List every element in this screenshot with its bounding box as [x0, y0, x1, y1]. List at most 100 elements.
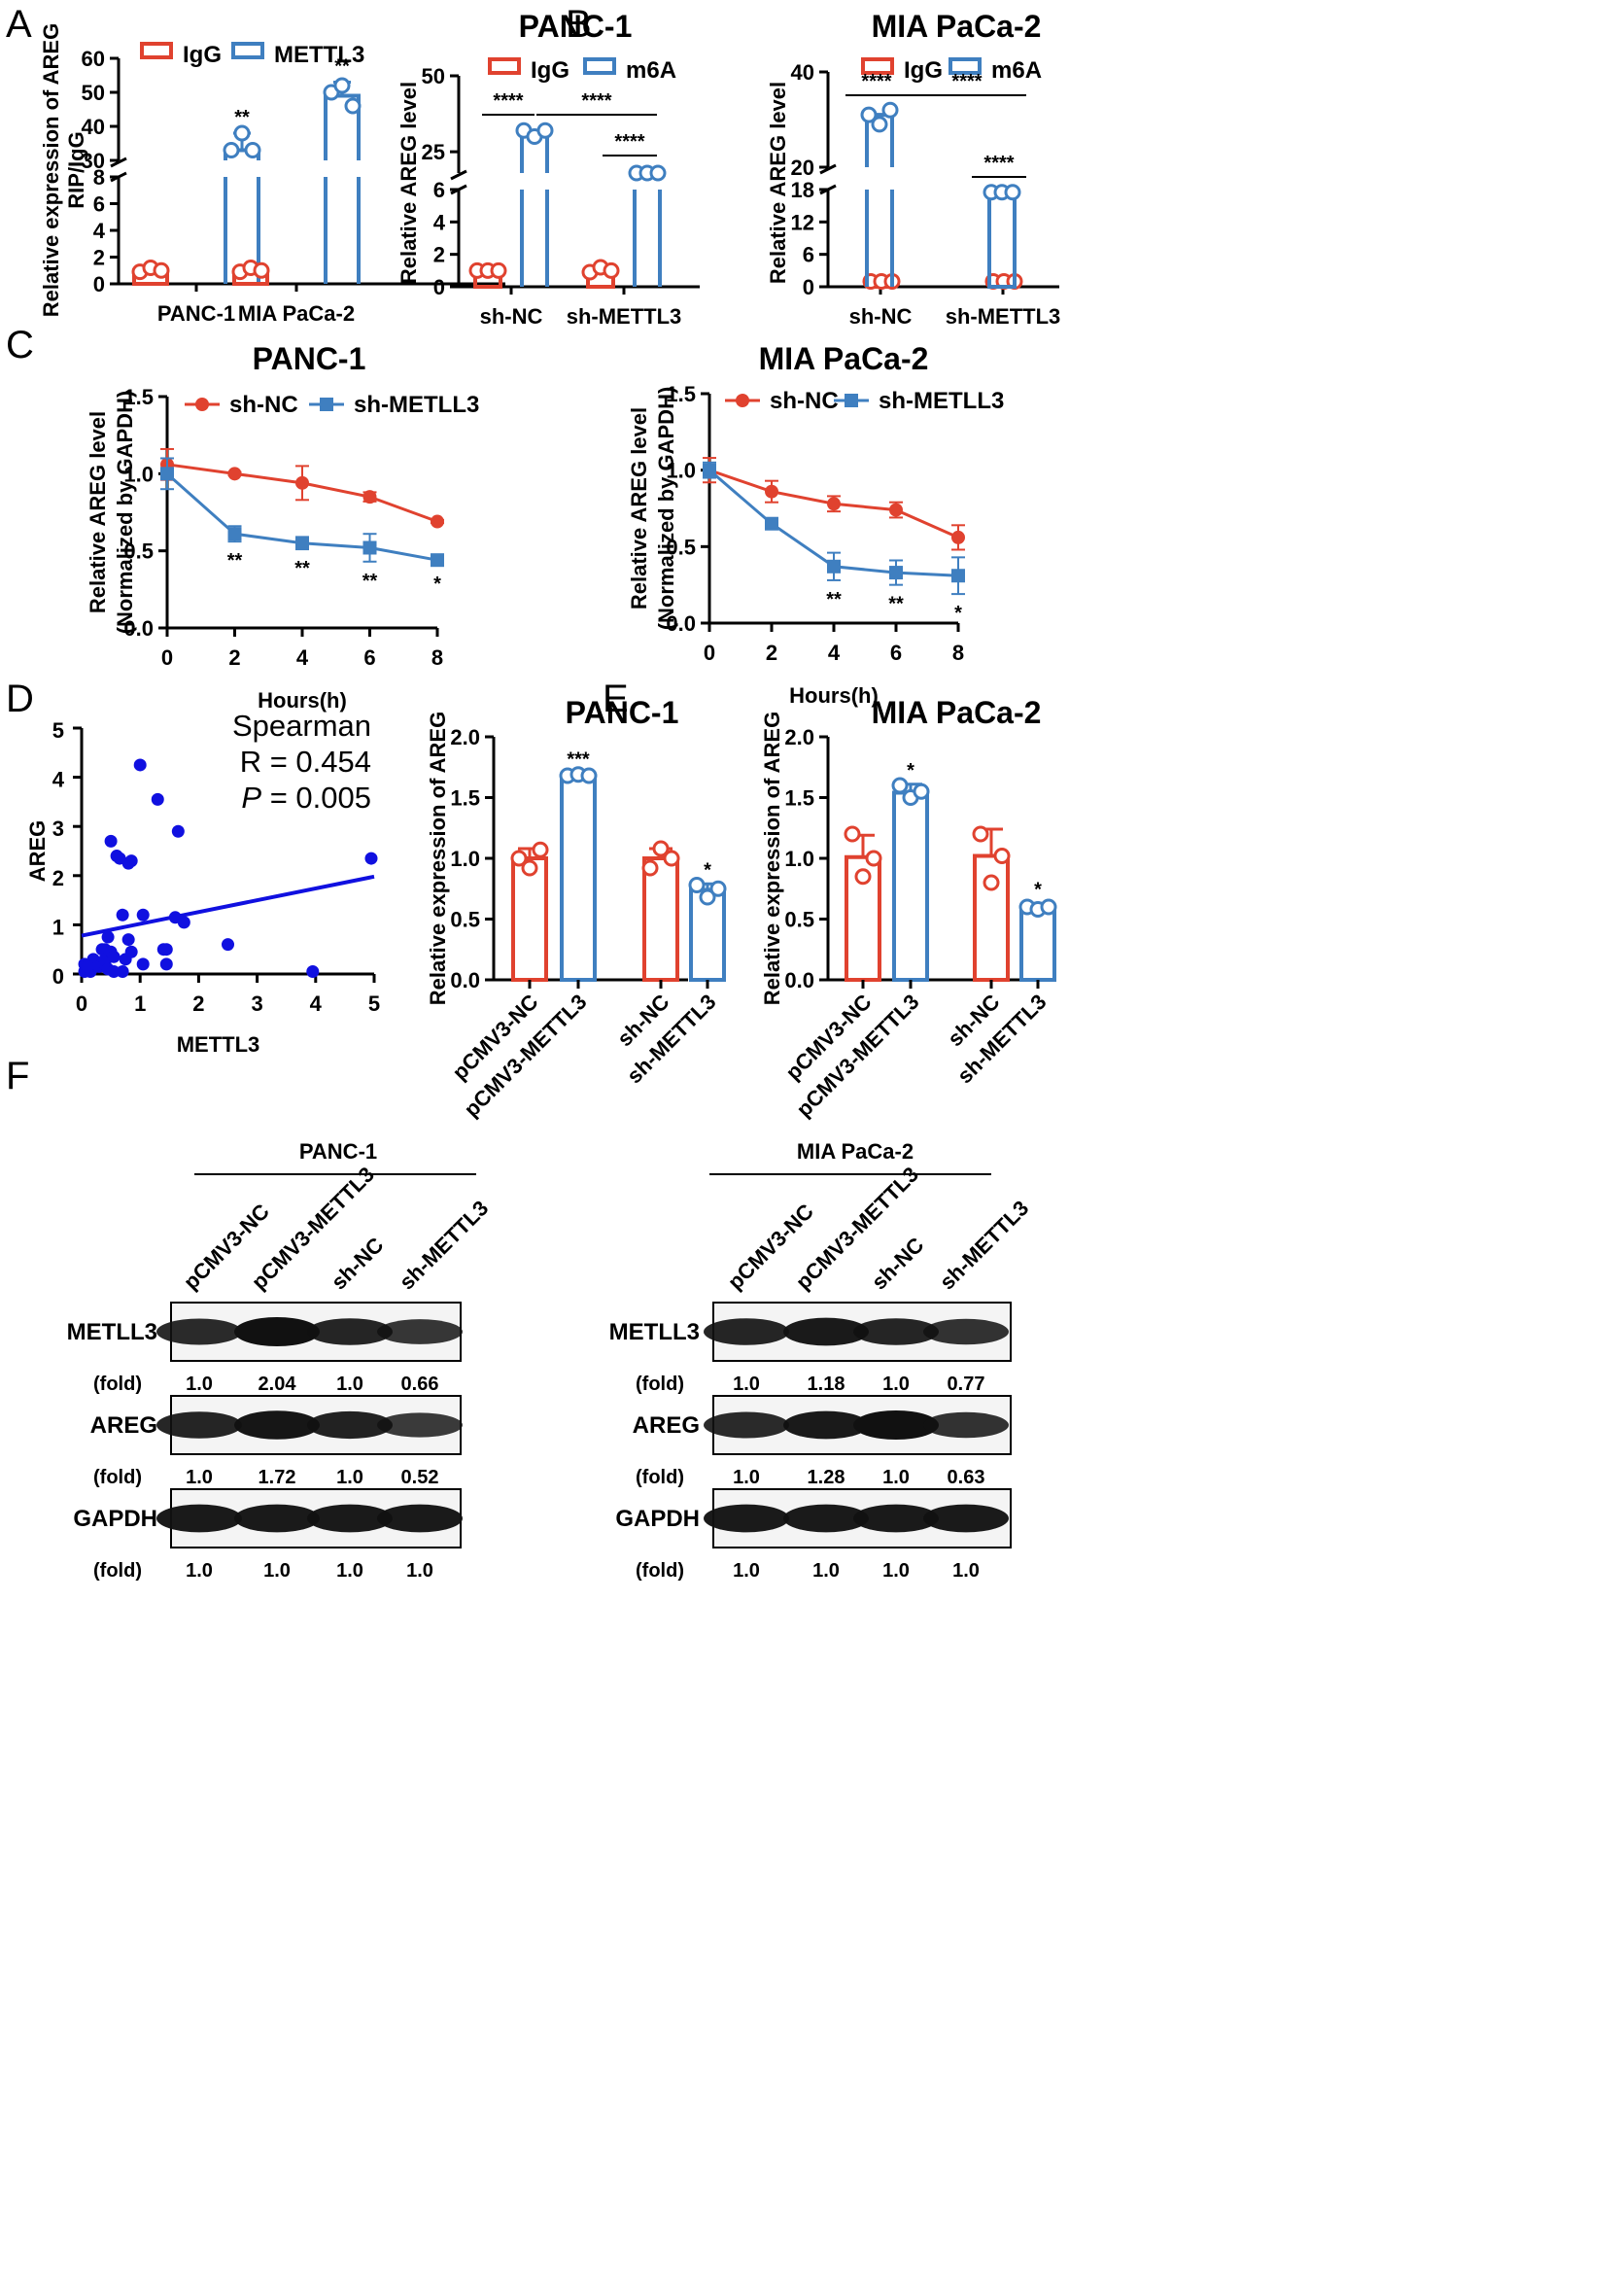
- data-point: [222, 938, 234, 952]
- fold-value: 1.0: [186, 1467, 213, 1488]
- data-point: [699, 888, 716, 906]
- significance-label: **: [234, 107, 250, 128]
- significance-label: **: [227, 550, 243, 572]
- data-point: [104, 834, 118, 848]
- data-point: [107, 950, 121, 963]
- legend-label: m6A: [991, 57, 1042, 84]
- data-point: [223, 142, 240, 158]
- y-axis-label: Relative AREG level: [766, 82, 790, 284]
- fold-value: 1.0: [882, 1467, 910, 1488]
- data-point: [536, 122, 554, 139]
- significance-label: **: [888, 594, 904, 615]
- significance-label: **: [294, 558, 310, 579]
- panel-letter-e: E: [603, 678, 629, 720]
- bar: [511, 856, 548, 982]
- x-tick-label: 8: [431, 645, 443, 670]
- y-tick-label: 1: [52, 915, 64, 939]
- data-point: [233, 124, 251, 142]
- y-axis-label: Relative expression of AREG: [39, 23, 63, 317]
- protein-label: GAPDH: [615, 1506, 700, 1532]
- protein-band: [234, 1410, 320, 1440]
- protein-band: [923, 1318, 1009, 1345]
- legend-marker: [320, 398, 333, 411]
- y-axis-label: RIP/IgG: [64, 131, 88, 208]
- significance-label: ****: [983, 153, 1014, 174]
- bar-m6a: [865, 190, 894, 287]
- legend-swatch: [231, 42, 264, 59]
- x-tick-label: 3: [251, 991, 262, 1016]
- p-value: = 0.005: [261, 781, 371, 815]
- stat-annotation: Spearman: [232, 709, 371, 743]
- x-tick-label: 2: [228, 645, 240, 670]
- data-point: [431, 514, 444, 529]
- data-point: [244, 142, 261, 158]
- data-point: [116, 964, 129, 978]
- chart-title: MIA PaCa-2: [872, 695, 1042, 730]
- protein-band: [377, 1412, 463, 1438]
- fold-value: 1.0: [263, 1560, 291, 1582]
- legend-label: IgG: [531, 57, 569, 84]
- y-tick-label: 2: [433, 243, 445, 267]
- x-tick-label: 4: [296, 645, 309, 670]
- y-tick-label: 50: [422, 64, 445, 88]
- data-point: [344, 97, 362, 115]
- bar: [560, 774, 597, 982]
- fold-value: 1.0: [406, 1560, 433, 1582]
- data-point: [136, 908, 150, 922]
- data-point: [116, 908, 129, 922]
- fold-value: 1.0: [952, 1560, 980, 1582]
- y-tick-label: 0.5: [666, 535, 696, 559]
- data-point: [951, 530, 965, 544]
- y-tick-label: 0.0: [666, 611, 696, 636]
- x-tick-label: 6: [363, 645, 375, 670]
- fold-value: 1.0: [733, 1560, 760, 1582]
- data-point: [860, 106, 878, 123]
- x-tick-label: 0: [76, 991, 87, 1016]
- y-tick-label: 2: [93, 246, 105, 270]
- protein-band: [853, 1504, 939, 1533]
- legend-swatch: [140, 42, 173, 59]
- y-tick-label: 25: [422, 140, 445, 164]
- bar-m6a: [865, 113, 894, 167]
- fold-value: 0.63: [948, 1467, 985, 1488]
- fold-value: 1.0: [336, 1560, 363, 1582]
- x-axis-label: Hours(h): [258, 688, 347, 713]
- y-axis-label: AREG: [25, 820, 50, 883]
- significance-label: *: [954, 603, 962, 624]
- protein-band: [783, 1504, 869, 1533]
- data-point: [107, 964, 121, 978]
- x-tick-label: sh-METTL3: [946, 304, 1061, 329]
- protein-band: [783, 1410, 869, 1440]
- chart-b1: 0 2 4 6 25 50 sh-NC sh-METTL3 IgG m6A Relative ARE…: [397, 9, 700, 329]
- bar: [642, 856, 679, 982]
- data-point: [124, 854, 138, 868]
- blot-title: MIA PaCa-2: [797, 1139, 914, 1164]
- protein-band: [307, 1504, 393, 1533]
- y-axis-label: Relative AREG level: [86, 411, 110, 613]
- protein-label: AREG: [633, 1412, 700, 1439]
- fold-value: 1.0: [186, 1560, 213, 1582]
- data-point: [889, 566, 903, 580]
- data-point: [160, 467, 174, 481]
- data-point: [951, 569, 965, 583]
- fold-value: 1.28: [808, 1467, 845, 1488]
- x-tick-label: sh-NC: [849, 304, 913, 329]
- data-point: [663, 850, 680, 867]
- protein-label: AREG: [90, 1412, 157, 1439]
- protein-band: [156, 1504, 242, 1533]
- significance-label: **: [826, 589, 842, 610]
- data-point: [136, 957, 150, 971]
- regression-line: [81, 874, 375, 938]
- fold-value: 1.0: [186, 1374, 213, 1395]
- data-point: [652, 840, 670, 857]
- significance-label: *: [704, 859, 711, 881]
- chart-title: PANC-1: [519, 9, 633, 44]
- lane-label: sh-NC: [867, 1233, 929, 1295]
- data-point: [177, 916, 190, 929]
- significance-label: **: [362, 571, 378, 592]
- fold-value: 1.0: [733, 1374, 760, 1395]
- protein-band: [704, 1504, 789, 1533]
- y-tick-label: 0.5: [450, 908, 480, 932]
- stat-annotation: P = 0.005: [241, 781, 371, 815]
